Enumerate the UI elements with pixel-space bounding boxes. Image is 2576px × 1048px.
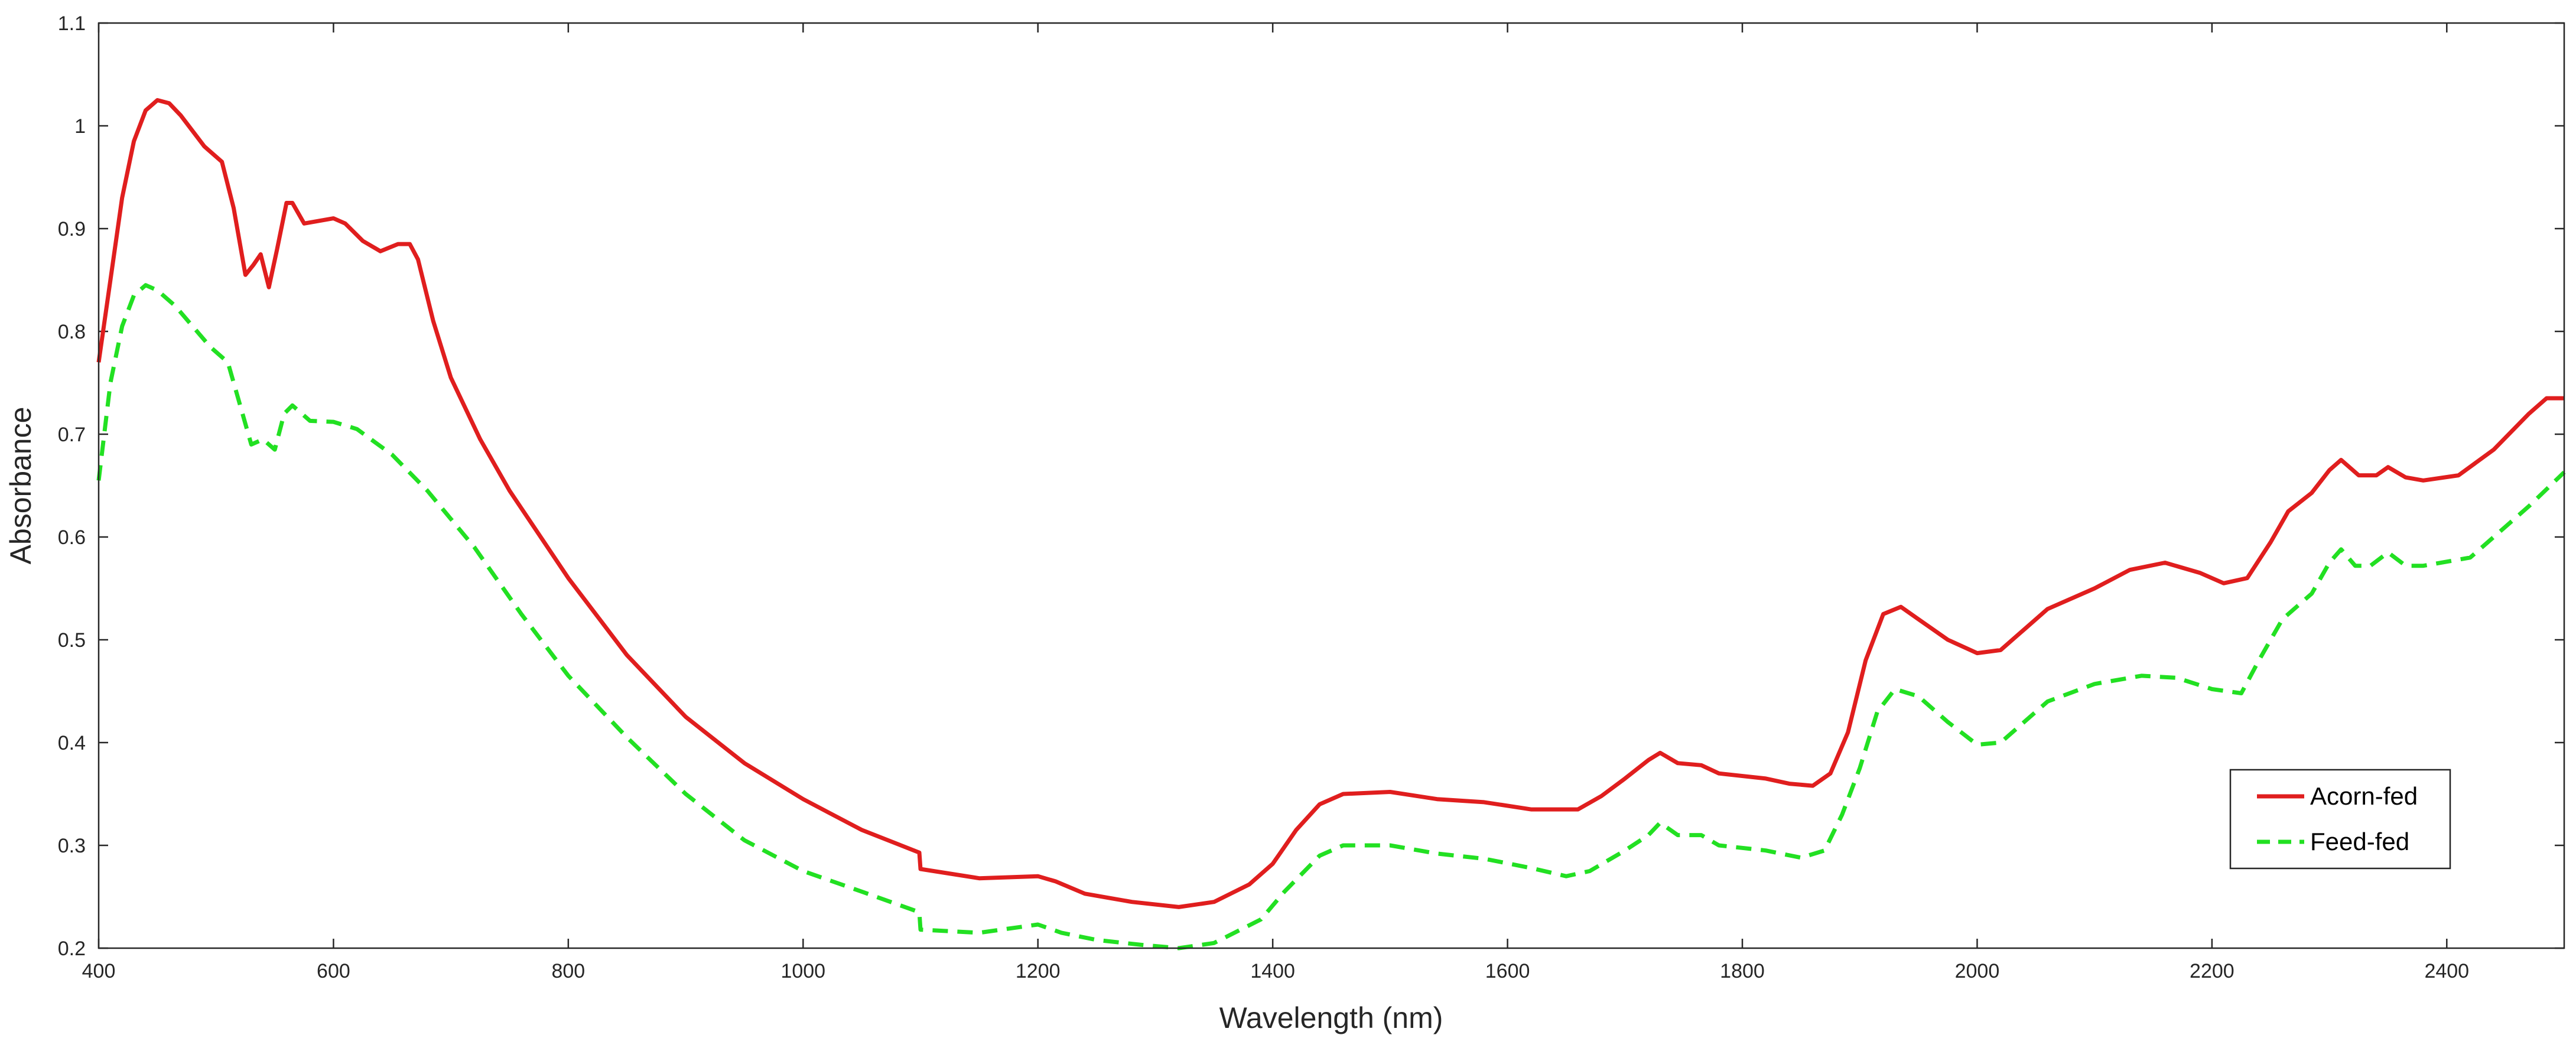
plot-frame xyxy=(97,22,2565,949)
x-tick-label: 1600 xyxy=(1485,960,1530,982)
legend-box xyxy=(2229,769,2451,870)
x-tick-label: 600 xyxy=(317,960,350,982)
legend-label-acorn-fed: Acorn-fed xyxy=(2310,782,2418,810)
y-tick-label: 0.2 xyxy=(58,938,86,960)
y-axis-title: Absorbance xyxy=(4,407,37,565)
y-tick-label: 0.7 xyxy=(58,424,86,446)
y-tick-label: 0.4 xyxy=(58,732,86,754)
x-tick-label: 2000 xyxy=(1955,960,2000,982)
series-line-feed-fed xyxy=(96,283,2566,951)
y-tick-label: 0.6 xyxy=(58,526,86,549)
x-tick-label: 1400 xyxy=(1250,960,1295,982)
y-tick-label: 0.9 xyxy=(58,218,86,240)
x-tick-label: 1200 xyxy=(1016,960,1061,982)
x-tick-label: 1800 xyxy=(1720,960,1765,982)
x-tick-label: 400 xyxy=(82,960,116,982)
y-tick-label: 0.5 xyxy=(58,629,86,652)
legend-label-feed-fed: Feed-fed xyxy=(2310,828,2409,855)
series-layer xyxy=(96,98,2566,951)
x-tick-label: 800 xyxy=(551,960,585,982)
x-tick-label: 1000 xyxy=(780,960,825,982)
x-tick-label: 2400 xyxy=(2424,960,2469,982)
x-tick-label: 2200 xyxy=(2190,960,2235,982)
series-line-acorn-fed xyxy=(96,98,2564,909)
x-axis-title: Wavelength (nm) xyxy=(1219,1001,1443,1034)
plot-area xyxy=(99,23,2564,948)
y-tick-label: 1 xyxy=(74,115,86,138)
y-tick-label: 1.1 xyxy=(58,12,86,35)
legend[interactable]: Acorn-fed Feed-fed xyxy=(2229,769,2451,870)
y-tick-label: 0.8 xyxy=(58,321,86,343)
axis-tick-labels: 400 600 800 1000 1200 1400 1600 1800 2000 2200 240… xyxy=(58,12,2469,982)
y-tick-label: 0.3 xyxy=(58,835,86,857)
